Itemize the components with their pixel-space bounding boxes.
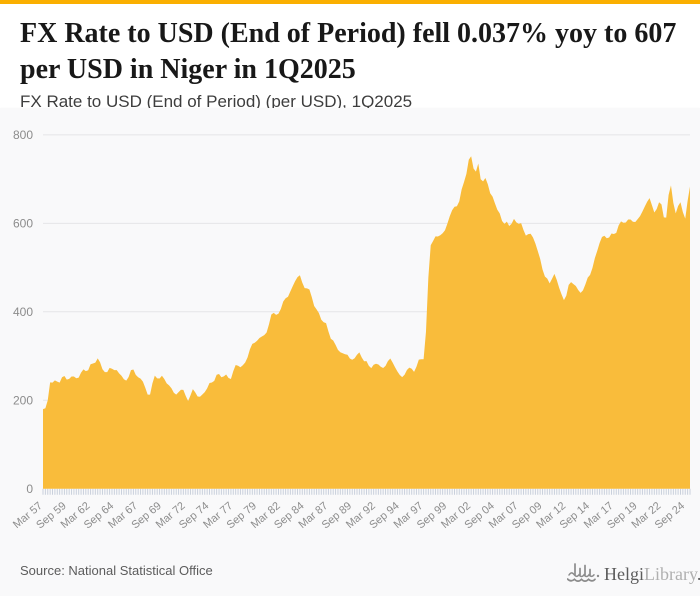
svg-text:200: 200 bbox=[13, 393, 33, 407]
svg-text:600: 600 bbox=[13, 216, 33, 230]
svg-text:400: 400 bbox=[13, 305, 33, 319]
svg-text:0: 0 bbox=[26, 482, 33, 496]
svg-text:800: 800 bbox=[13, 128, 33, 142]
svg-text:HelgiLibrary.: HelgiLibrary. bbox=[604, 564, 700, 584]
